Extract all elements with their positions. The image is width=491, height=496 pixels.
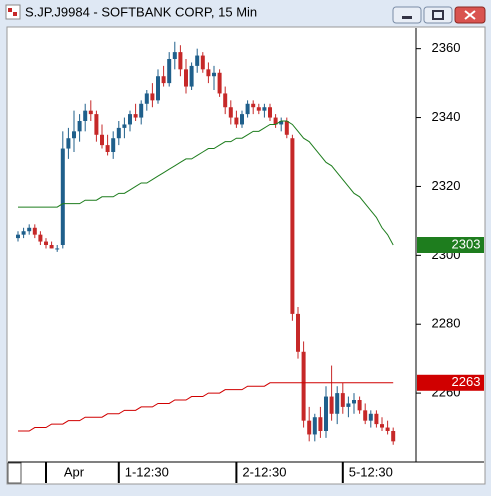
candle-body: [363, 410, 368, 421]
candle-body: [380, 424, 384, 428]
y-tick-label: 2320: [432, 178, 461, 193]
candle-body: [128, 114, 132, 125]
x-tick-label: 5-12:30: [349, 464, 393, 479]
candle-body: [44, 241, 48, 245]
candle-body: [262, 107, 267, 111]
candle-body: [77, 121, 82, 132]
candle-body: [189, 65, 194, 87]
candle-body: [324, 396, 328, 431]
candle-body: [374, 413, 379, 425]
candle-body: [212, 72, 216, 77]
candle-body: [178, 52, 183, 70]
candle-body: [279, 121, 284, 125]
candle-body: [301, 351, 306, 421]
candle-body: [66, 138, 71, 149]
candle-body: [335, 393, 340, 414]
candle-body: [156, 76, 160, 101]
candle-body: [268, 107, 272, 118]
moving-average: [18, 382, 394, 432]
y-tick-label: 2360: [432, 40, 461, 55]
candle-body: [32, 227, 37, 235]
x-tick-label: 2-12:30: [242, 464, 286, 479]
candle-body: [391, 431, 396, 442]
candle-body: [139, 103, 144, 118]
moving-average: [18, 120, 394, 246]
candle-body: [150, 93, 155, 101]
candle-body: [234, 117, 239, 125]
candle-body: [16, 234, 20, 239]
candle-body: [55, 248, 60, 250]
candle-body: [357, 400, 362, 411]
last-value-box: [417, 237, 484, 253]
last-value-label: 2263: [452, 374, 481, 389]
candle-body: [105, 145, 110, 152]
candle-body: [245, 103, 250, 115]
candle-body: [49, 245, 54, 249]
close-icon: [464, 10, 476, 20]
candle-body: [307, 420, 312, 435]
candle-body: [340, 393, 345, 407]
candle-body: [83, 110, 88, 121]
minimize-icon: [402, 16, 412, 19]
candle-body: [312, 417, 317, 435]
scroll-box[interactable]: [7, 462, 22, 484]
candle-body: [38, 234, 43, 242]
candle-body: [296, 313, 300, 352]
chart-area: [6, 26, 486, 485]
candle-body: [60, 148, 65, 245]
last-value-label: 2303: [452, 236, 481, 251]
window-title: S.JP.J9984 - SOFTBANK CORP, 15 Min: [25, 4, 257, 19]
last-value-box: [417, 374, 484, 391]
candle-body: [240, 114, 244, 125]
maximize-button[interactable]: [423, 6, 453, 24]
candle-body: [368, 413, 373, 421]
candle-body: [21, 231, 26, 235]
candle-body: [223, 93, 228, 108]
candle-body: [184, 69, 188, 87]
candle-body: [217, 72, 222, 94]
app-icon-mark: [13, 12, 17, 16]
candle-body: [94, 114, 99, 135]
candle-body: [27, 227, 32, 232]
candle-body: [111, 138, 116, 152]
candle-body: [200, 55, 205, 70]
candle-body: [100, 134, 104, 146]
candle-body: [228, 107, 233, 118]
candle-body: [72, 131, 76, 139]
app-icon-mark: [8, 8, 12, 12]
candle-body: [346, 403, 351, 407]
y-tick-label: 2280: [432, 316, 461, 331]
candle-body: [318, 417, 323, 431]
x-tick-label: Apr: [64, 464, 85, 479]
candle-body: [167, 59, 172, 84]
candle-body: [329, 396, 334, 414]
candle-body: [161, 76, 166, 84]
candle-body: [256, 107, 261, 111]
candle-body: [195, 55, 200, 66]
x-tick-label: 1-12:30: [125, 464, 169, 479]
candle-body: [385, 427, 390, 431]
minimize-button[interactable]: [392, 6, 422, 24]
candle-body: [133, 114, 138, 118]
candle-body: [290, 138, 295, 314]
candle-body: [206, 69, 211, 77]
candle-body: [88, 110, 93, 115]
y-tick-label: 2340: [432, 109, 461, 124]
maximize-icon: [432, 10, 444, 20]
candle-body: [144, 93, 149, 104]
candle-body: [352, 400, 356, 404]
candle-body: [172, 52, 177, 59]
candle-body: [116, 127, 121, 139]
candle-body: [284, 121, 289, 135]
candle-body: [273, 117, 278, 125]
candle-body: [122, 124, 127, 128]
candle-body: [251, 103, 256, 108]
